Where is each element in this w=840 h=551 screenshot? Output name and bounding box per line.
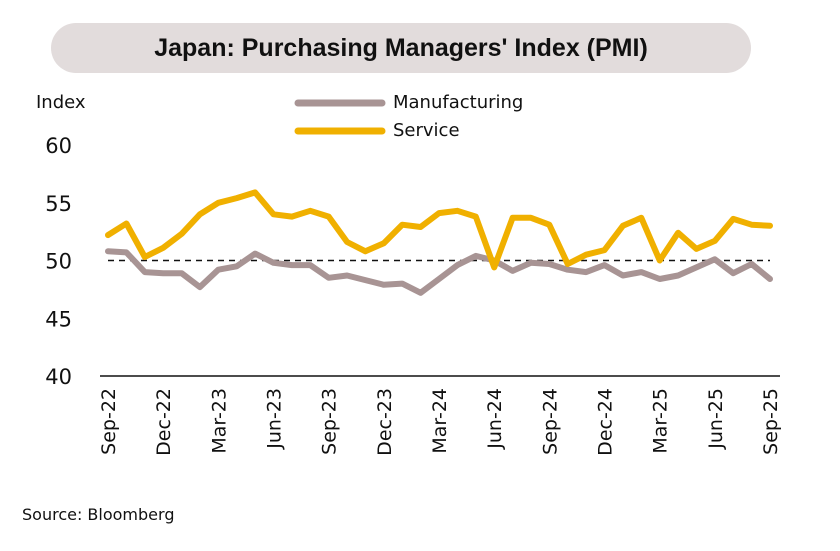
- y-tick-label: 60: [45, 134, 72, 158]
- x-tick-label: Dec-22: [153, 388, 175, 456]
- x-tick-label: Sep-24: [539, 388, 561, 455]
- x-tick-label: Mar-25: [650, 388, 672, 454]
- series-line-service: [105, 189, 773, 271]
- y-tick-label: 40: [45, 365, 72, 389]
- chart-title: Japan: Purchasing Managers' Index (PMI): [154, 33, 648, 62]
- x-tick-label: Mar-24: [429, 388, 451, 454]
- x-tick-label: Sep-23: [319, 388, 341, 455]
- x-tick-label: Jun-24: [484, 388, 506, 450]
- source-note: Source: Bloomberg: [22, 505, 175, 524]
- y-axis-label: Index: [36, 92, 86, 113]
- x-tick-label: Sep-25: [760, 388, 782, 455]
- x-tick-label: Sep-22: [98, 388, 120, 455]
- y-tick-label: 55: [45, 192, 72, 216]
- series-line-manufacturing: [105, 248, 773, 296]
- x-tick-label: Mar-23: [208, 388, 230, 454]
- legend-label-service: Service: [393, 120, 460, 141]
- x-tick-label: Jun-23: [264, 388, 286, 450]
- legend-label-manufacturing: Manufacturing: [393, 92, 523, 113]
- x-tick-label: Jun-25: [705, 388, 727, 450]
- x-tick-label: Dec-23: [374, 388, 396, 456]
- y-tick-label: 50: [45, 250, 72, 274]
- y-tick-label: 45: [45, 307, 72, 331]
- chart-title-banner: Japan: Purchasing Managers' Index (PMI): [51, 23, 751, 73]
- x-tick-label: Dec-24: [595, 388, 617, 456]
